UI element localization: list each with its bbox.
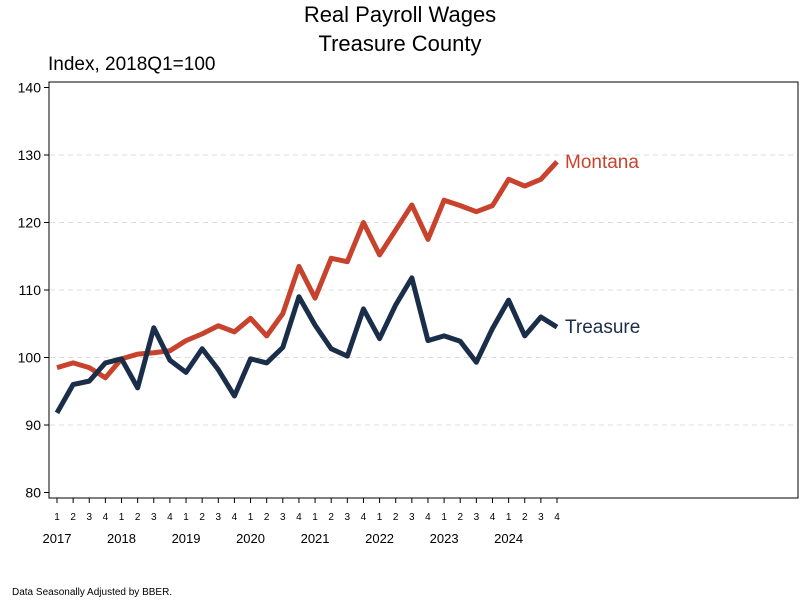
x-group-label: 2019 [172, 531, 201, 546]
y-tick-label: 120 [18, 215, 42, 231]
x-tick-label: 3 [280, 512, 286, 523]
x-tick-label: 4 [103, 512, 109, 523]
x-tick-label: 4 [296, 512, 302, 523]
x-tick-label: 3 [86, 512, 92, 523]
y-tick-label: 130 [18, 147, 42, 163]
y-tick-label: 80 [25, 485, 41, 501]
x-group-label: 2020 [236, 531, 265, 546]
x-tick-label: 1 [248, 512, 254, 523]
x-tick-label: 1 [54, 512, 60, 523]
x-tick-label: 2 [199, 512, 205, 523]
x-tick-label: 3 [474, 512, 480, 523]
x-tick-label: 2 [393, 512, 399, 523]
x-tick-label: 1 [441, 512, 447, 523]
x-tick-label: 3 [409, 512, 415, 523]
y-axis-label: Index, 2018Q1=100 [48, 54, 215, 75]
x-tick-label: 1 [377, 512, 383, 523]
x-tick-label: 4 [490, 512, 496, 523]
x-tick-label: 4 [232, 512, 238, 523]
x-group-label: 2018 [107, 531, 136, 546]
y-tick-label: 140 [18, 80, 42, 96]
x-group-label: 2024 [494, 531, 523, 546]
x-tick-label: 2 [70, 512, 76, 523]
x-tick-label: 2 [328, 512, 334, 523]
x-tick-label: 2 [457, 512, 463, 523]
line-series [54, 275, 559, 415]
x-group-label: 2022 [365, 531, 394, 546]
chart-title: Real Payroll Wages [304, 2, 496, 27]
x-tick-label: 3 [216, 512, 222, 523]
x-tick-label: 1 [119, 512, 125, 523]
x-tick-label: 3 [345, 512, 351, 523]
x-group-label: 2017 [43, 531, 72, 546]
x-tick-label: 1 [506, 512, 512, 523]
x-tick-label: 2 [522, 512, 528, 523]
x-tick-label: 2 [264, 512, 270, 523]
series-label: Treasure [565, 317, 640, 338]
x-tick-label: 4 [554, 512, 560, 523]
x-tick-label: 4 [361, 512, 367, 523]
x-group-label: 2023 [430, 531, 459, 546]
x-tick-label: 4 [167, 512, 173, 523]
y-tick-label: 100 [18, 350, 42, 366]
x-tick-label: 4 [425, 512, 431, 523]
series-label: Montana [565, 152, 639, 173]
x-tick-label: 3 [151, 512, 157, 523]
chart-subtitle: Treasure County [318, 31, 481, 56]
y-tick-label: 90 [25, 417, 41, 433]
y-tick-label: 110 [19, 282, 42, 298]
x-tick-label: 2 [135, 512, 141, 523]
footnote: Data Seasonally Adjusted by BBER. [12, 587, 172, 598]
x-tick-label: 1 [312, 512, 318, 523]
line-series [56, 160, 559, 381]
x-tick-label: 3 [538, 512, 544, 523]
x-group-label: 2021 [301, 531, 330, 546]
x-tick-label: 1 [183, 512, 189, 523]
